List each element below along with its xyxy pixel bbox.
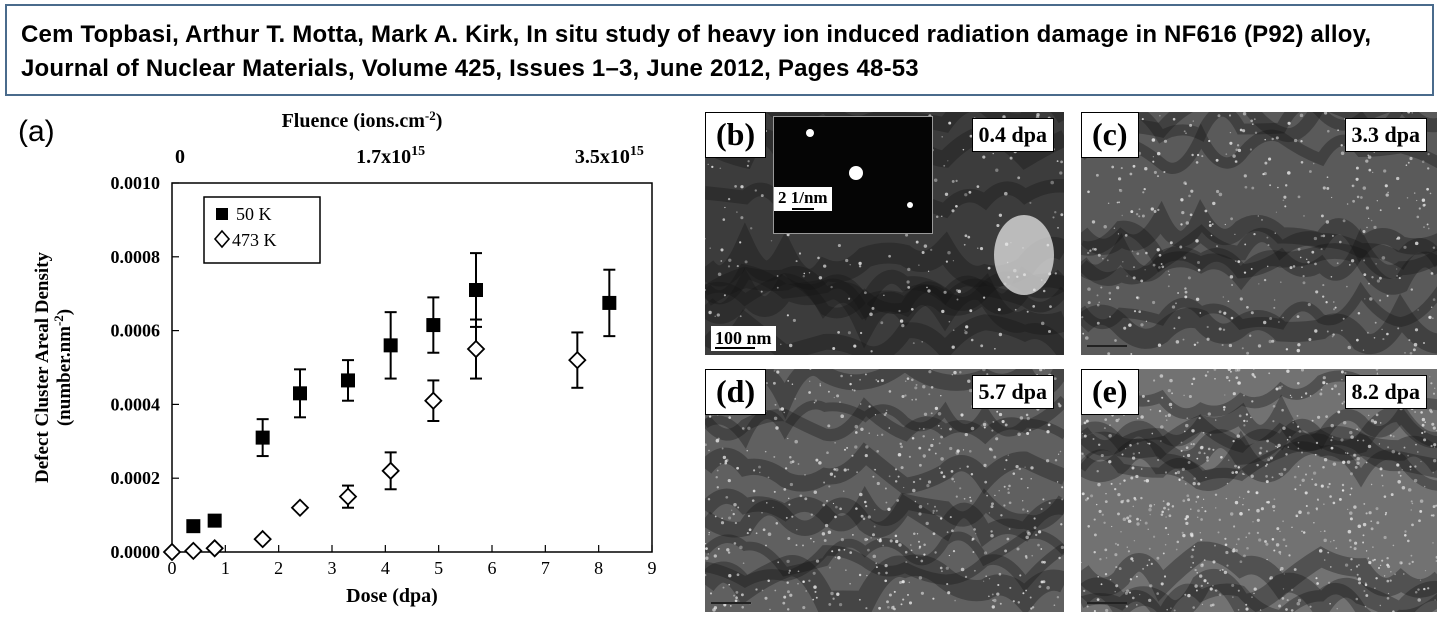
- point-473k: [253, 529, 272, 549]
- point-50k: [207, 513, 222, 528]
- legend-marker-473k: [213, 229, 231, 249]
- diffraction-spots: [806, 129, 913, 208]
- y-axis-label-line2: (number.nm-2): [51, 309, 75, 426]
- micrograph-texture-c: [1081, 112, 1437, 355]
- y-tick-label: 0.0010: [111, 173, 161, 193]
- panel-letter-c: (c): [1081, 112, 1139, 158]
- y-axis-label-line1: Defect Cluster Areal Density: [32, 252, 53, 483]
- top-axis-label: Fluence (ions.cm-2): [282, 108, 443, 132]
- point-473k: [205, 539, 224, 558]
- point-473k: [338, 487, 358, 506]
- point-50k: [293, 386, 307, 401]
- y-tick-label: 0.0002: [111, 468, 161, 488]
- scale-bar-c: [1087, 345, 1127, 347]
- point-473k: [568, 350, 587, 370]
- point-50k: [602, 295, 617, 310]
- micrograph-e: (e) 8.2 dpa: [1081, 369, 1437, 612]
- chart-legend: 50 K 473 K: [203, 196, 321, 264]
- x-tick-label: 9: [648, 558, 657, 578]
- defect-density-chart: (a) 0 1 2 3 4 5 6 7 8 9 0.0000 0.0002 0.0004 0.0006 0.…: [18, 108, 657, 607]
- scale-bar-b: 100 nm: [711, 326, 776, 351]
- scale-bar-e: [1087, 602, 1127, 604]
- dose-label-e: 8.2 dpa: [1344, 375, 1427, 409]
- scale-bar-d: [711, 602, 751, 604]
- y-tick-label: 0.0006: [111, 321, 161, 341]
- x-tick-label: 5: [434, 558, 443, 578]
- point-50k: [383, 338, 398, 353]
- dose-label-c: 3.3 dpa: [1344, 118, 1427, 152]
- point-50k: [426, 318, 441, 333]
- y-tick-label: 0.0008: [111, 247, 161, 267]
- point-473k: [184, 541, 203, 561]
- x-tick-label: 8: [594, 558, 603, 578]
- citation-box: Cem Topbasi, Arthur T. Motta, Mark A. Ki…: [5, 4, 1434, 96]
- dose-label-b: 0.4 dpa: [971, 118, 1054, 152]
- point-50k: [341, 373, 355, 388]
- micrograph-d: (d) 5.7 dpa: [705, 369, 1064, 612]
- legend-label-473k: 473 K: [232, 230, 277, 250]
- citation-text: Cem Topbasi, Arthur T. Motta, Mark A. Ki…: [21, 21, 1372, 82]
- diffraction-inset: 2 1/nm: [773, 116, 933, 234]
- y-tick-label: 0.0004: [111, 394, 161, 414]
- point-473k: [424, 391, 443, 410]
- panel-letter-b: (b): [705, 112, 767, 158]
- micrograph-texture-e: [1081, 369, 1437, 612]
- top-tick-label: 3.5x1015: [575, 144, 644, 168]
- point-473k: [466, 339, 486, 359]
- top-tick-label: 0: [175, 146, 185, 168]
- x-tick-label: 7: [541, 558, 550, 578]
- plot-frame: [171, 182, 653, 553]
- x-tick-label: 2: [274, 558, 283, 578]
- micrograph-c: (c) 3.3 dpa: [1081, 112, 1437, 355]
- x-tick-label: 3: [328, 558, 337, 578]
- y-axis-label: Defect Cluster Areal Density (number.nm-2…: [32, 252, 75, 483]
- micrograph-b: 2 1/nm (b) 0.4 dpa 100 nm: [705, 112, 1064, 355]
- chart-panel-label: (a): [18, 115, 55, 148]
- inset-scale-label: 2 1/nm: [774, 187, 832, 211]
- point-473k: [381, 461, 400, 481]
- point-473k: [162, 542, 182, 562]
- panel-letter-d: (d): [705, 369, 767, 415]
- x-axis-label: Dose (dpa): [346, 585, 438, 607]
- point-473k: [290, 498, 310, 517]
- dose-label-d: 5.7 dpa: [971, 375, 1054, 409]
- point-50k: [186, 519, 201, 534]
- x-tick-label: 6: [488, 558, 497, 578]
- x-tick-label: 1: [221, 558, 230, 578]
- x-tick-label: 0: [168, 558, 177, 578]
- legend-marker-50k: [216, 208, 228, 220]
- x-tick-label: 4: [381, 558, 390, 578]
- top-tick-label: 1.7x1015: [356, 144, 425, 168]
- point-50k: [469, 283, 483, 298]
- point-50k: [255, 430, 270, 445]
- panel-letter-e: (e): [1081, 369, 1139, 415]
- y-tick-label: 0.0000: [111, 542, 161, 562]
- legend-label-50k: 50 K: [236, 204, 272, 224]
